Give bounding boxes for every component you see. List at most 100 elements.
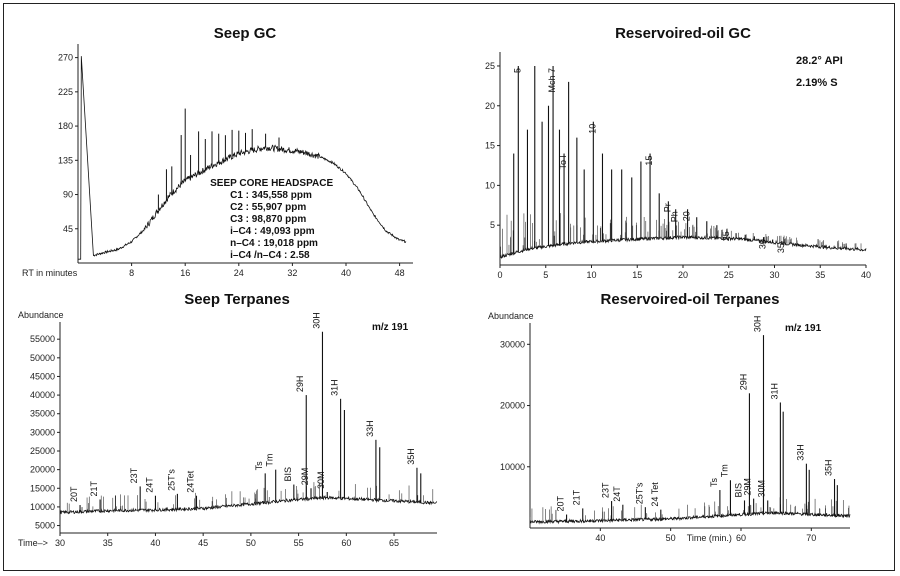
annotation-line: C2 : 55,907 ppm (230, 202, 306, 213)
peak-label: Mch 7 (547, 68, 557, 93)
peak-label: 30 (758, 239, 768, 249)
chart-seep-terpanes: Seep Terpanes 5000 10000 15000 20000 25000 300… (18, 291, 438, 548)
peak-label: 29H (738, 374, 748, 391)
annotation-line: i–C4 /n–C4 : 2.58 (230, 250, 310, 261)
peak-label: 23T (129, 467, 139, 483)
peak-label: 33H (795, 444, 805, 461)
chart-title: Seep GC (214, 25, 277, 42)
peak-label: Ts (709, 478, 719, 488)
annotation-line: i–C4 : 49,093 ppm (230, 226, 315, 237)
peak-label: 24T (144, 477, 154, 493)
x-tick-label: 40 (595, 533, 605, 543)
annotation-line: 2.19% S (796, 77, 838, 89)
peak-label: 24T (612, 486, 622, 502)
x-tick-label: 48 (395, 268, 405, 278)
x-tick-label: 50 (666, 533, 676, 543)
x-axis-label: RT in minutes (22, 268, 78, 278)
x-tick-label: 32 (287, 268, 297, 278)
x-tick-label: 30 (55, 538, 65, 548)
x-tick-label: 5 (543, 270, 548, 280)
peak-label: 10 (587, 124, 597, 134)
y-tick-label: 225 (58, 87, 73, 97)
x-tick-label: 30 (769, 270, 779, 280)
y-tick-label: 50000 (30, 353, 55, 363)
peak-label: 30H (752, 316, 762, 333)
x-tick-label: 20 (678, 270, 688, 280)
peak-label: 30M (757, 480, 767, 498)
y-tick-label: 55000 (30, 334, 55, 344)
peak-label: 35H (824, 459, 834, 476)
x-tick-label: 8 (129, 268, 134, 278)
x-tick-label: 70 (806, 533, 816, 543)
chart-reservoired-oil-gc: Reservoired-oil GC 5 10 15 20 25 0 5 10 15 20 25 30 3… (485, 25, 871, 280)
y-tick-label: 5000 (35, 521, 55, 531)
y-tick-label: 30000 (500, 339, 525, 349)
x-tick-label: 50 (246, 538, 256, 548)
y-tick-label: 20000 (500, 401, 525, 411)
peak-label: 30M (316, 471, 326, 489)
baseline-trace (529, 510, 851, 525)
x-tick-label: 16 (180, 268, 190, 278)
x-tick-label: 35 (103, 538, 113, 548)
peak-label: 33H (365, 420, 375, 437)
mz-label: m/z 191 (372, 322, 409, 333)
x-tick-label: 15 (632, 270, 642, 280)
peak-label: Pr (662, 203, 672, 212)
chart-title: Seep Terpanes (184, 291, 290, 308)
y-tick-label: 15 (485, 141, 495, 151)
peak-label: BIS (283, 467, 293, 482)
x-tick-label: 60 (736, 533, 746, 543)
y-tick-label: 40000 (30, 390, 55, 400)
x-tick-label: 24 (234, 268, 244, 278)
mz-label: m/z 191 (785, 323, 822, 334)
peak-label: 35H (406, 448, 416, 465)
figure-frame (3, 3, 895, 571)
annotation-line: C1 : 345,558 ppm (230, 190, 312, 201)
annotation-line: 28.2° API (796, 55, 843, 67)
gc-trace (78, 56, 407, 260)
peak-label: 29M (300, 468, 310, 486)
peak-label: 20T (556, 496, 566, 512)
x-tick-label: 35 (815, 270, 825, 280)
y-tick-label: 15000 (30, 483, 55, 493)
baseline-trace (499, 234, 867, 259)
x-tick-label: 40 (341, 268, 351, 278)
y-tick-label: 25000 (30, 446, 55, 456)
y-tick-label: 180 (58, 121, 73, 131)
y-tick-label: 10000 (30, 502, 55, 512)
peak-label: Ts (254, 461, 264, 471)
annotation-line: n–C4 : 19,018 ppm (230, 238, 318, 249)
peak-label: 21T (572, 489, 582, 505)
x-tick-label: 60 (341, 538, 351, 548)
x-tick-label: 25 (724, 270, 734, 280)
y-tick-label: 35000 (30, 409, 55, 419)
y-tick-label: 20 (485, 101, 495, 111)
y-tick-label: 45000 (30, 371, 55, 381)
y-tick-label: 135 (58, 155, 73, 165)
chart-reservoired-oil-terpanes: Reservoired-oil Terpanes 10000 20000 30000 4… (488, 291, 851, 543)
peak-label: 20 (682, 211, 692, 221)
annotation-line: C3 : 98,870 ppm (230, 214, 306, 225)
peak-label: 24 Tet (650, 482, 660, 507)
y-axis-label: Abundance (18, 310, 64, 320)
peak-label: BIS (734, 483, 744, 498)
y-tick-label: 25 (485, 61, 495, 71)
peak-label: 29M (743, 478, 753, 496)
chart-title: Reservoired-oil GC (615, 25, 751, 42)
annotation-title: SEEP CORE HEADSPACE (210, 178, 333, 189)
peak-label: 25T's (634, 482, 644, 504)
peak-label: 35 (776, 243, 786, 253)
peak-label: 15 (644, 156, 654, 166)
peak-label: 25T's (166, 469, 176, 491)
peak-label: 31H (769, 383, 779, 400)
y-tick-label: 30000 (30, 427, 55, 437)
y-tick-label: 5 (490, 220, 495, 230)
x-tick-label: 45 (198, 538, 208, 548)
x-tick-label: 40 (150, 538, 160, 548)
x-tick-label: 40 (861, 270, 871, 280)
x-axis-label: Time (min.) (687, 533, 732, 543)
y-tick-label: 45 (63, 224, 73, 234)
peak-label: 30H (311, 312, 321, 329)
y-axis-label: Abundance (488, 311, 534, 321)
